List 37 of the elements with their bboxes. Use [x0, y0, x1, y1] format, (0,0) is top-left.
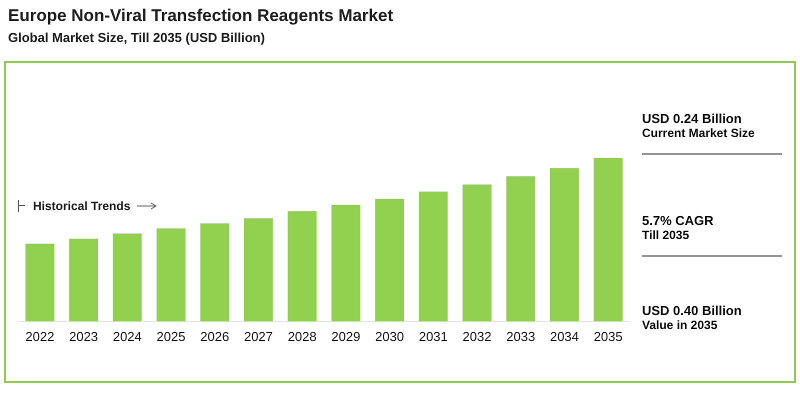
- bar: [550, 168, 579, 322]
- x-tick-label: 2031: [418, 328, 448, 344]
- chart-title: Europe Non-Viral Transfection Reagents Market: [8, 6, 394, 26]
- bar: [375, 198, 404, 322]
- bar: [69, 238, 98, 322]
- x-tick-label: 2030: [375, 328, 404, 344]
- x-tick-label: 2032: [462, 328, 492, 344]
- x-tick-label: 2025: [156, 328, 186, 344]
- bar: [244, 218, 273, 322]
- x-tick-label: 2029: [331, 328, 360, 344]
- bar: [112, 233, 142, 322]
- x-tick-label: 2033: [506, 328, 536, 344]
- x-tick-label: 2034: [550, 328, 579, 344]
- text: Value in 2035: [642, 318, 718, 332]
- text: Current Market Size: [642, 126, 756, 140]
- text: 5.7% CAGR: [642, 213, 715, 228]
- text: USD 0.24 Billion: [642, 111, 743, 126]
- bar: [462, 184, 492, 322]
- bar: [594, 158, 623, 322]
- x-tick-label: 2022: [25, 328, 54, 344]
- x-tick-label: 2023: [69, 328, 98, 344]
- x-tick-label: 2026: [200, 328, 230, 344]
- x-tick-label: 2035: [594, 328, 623, 344]
- bar: [331, 204, 360, 322]
- bar: [25, 244, 54, 322]
- x-tick-label: 2027: [244, 328, 273, 344]
- bar: [506, 176, 536, 322]
- x-tick-label: 2024: [112, 328, 142, 344]
- annotation: Historical Trends: [33, 199, 130, 213]
- text: Till 2035: [642, 228, 690, 242]
- text: USD 0.40 Billion: [642, 303, 743, 318]
- x-tick-label: 2028: [288, 328, 317, 344]
- bar: [288, 211, 317, 322]
- bar: [418, 192, 448, 322]
- chart-subtitle: Global Market Size, Till 2035 (USD Billion): [8, 30, 265, 45]
- bar: [156, 228, 186, 322]
- bar: [200, 223, 230, 322]
